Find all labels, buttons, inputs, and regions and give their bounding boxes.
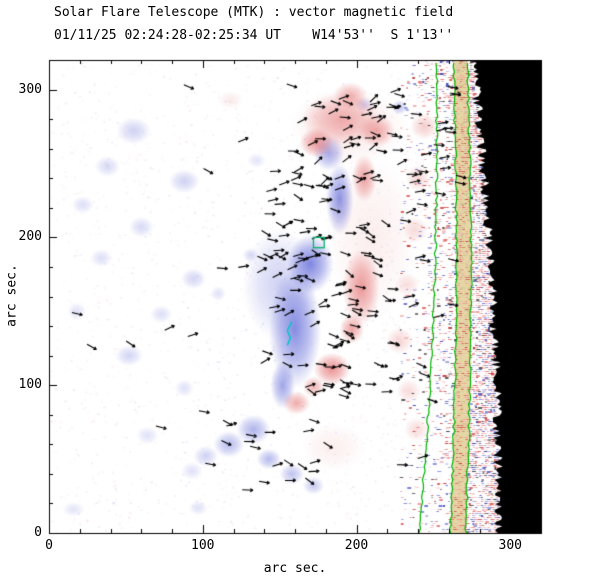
x-tick-label: 0	[45, 538, 53, 553]
y-tick-label: 200	[18, 229, 42, 245]
x-tick-label: 200	[344, 538, 369, 553]
x-tick-label: 100	[191, 538, 215, 553]
x-axis-label: arc sec.	[263, 561, 327, 576]
y-tick-label: 100	[18, 377, 42, 393]
y-tick-label: 300	[18, 81, 42, 97]
x-tick-label: 300	[498, 538, 522, 553]
chart-subtitle: 01/11/25 02:24:28-02:25:34 UT W14'53'' S…	[54, 28, 454, 43]
chart-title: Solar Flare Telescope (MTK) : vector mag…	[54, 5, 454, 20]
y-axis-label: arc sec.	[4, 264, 20, 327]
y-tick-label: 0	[34, 525, 42, 540]
